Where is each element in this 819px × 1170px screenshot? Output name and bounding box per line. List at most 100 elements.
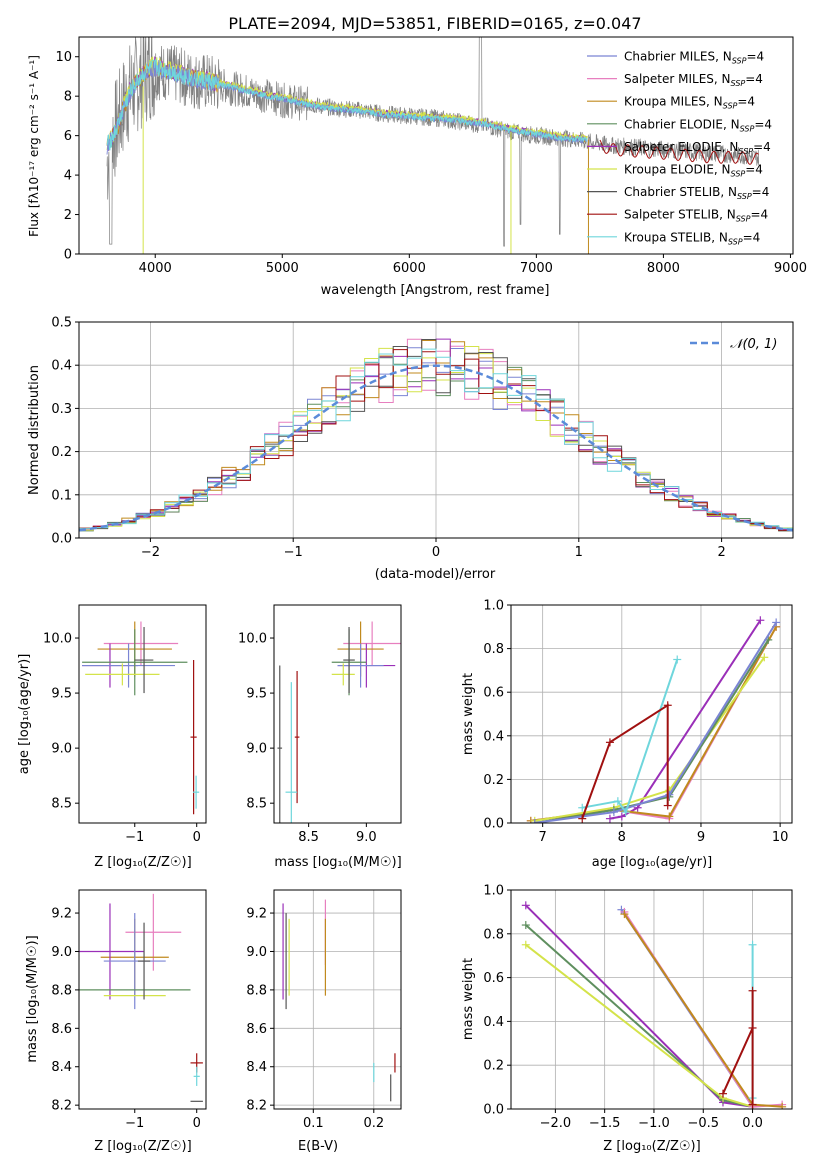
mass-weight-line [581,703,669,819]
x-tick-label: 6000 [393,261,426,276]
y-tick-label: 0.5 [51,316,72,331]
y-tick-label: 1.0 [483,884,504,899]
plot-clip-group [277,621,401,823]
x-tick-label: 9000 [774,261,807,276]
y-tick-label: 10 [55,50,72,65]
y-tick-label: 0.8 [483,642,504,657]
x-tick-label: 0 [432,545,440,560]
spectrum-legend: Chabrier MILES, NSSP=4 Salpeter MILES, NS… [587,50,772,246]
y-tick-label: 8.2 [246,1099,267,1114]
y-tick-label: 0 [64,248,72,263]
legend-label: Salpeter MILES, NSSP=4 [624,72,763,88]
legend-label: Kroupa ELODIE, NSSP=4 [624,163,763,179]
stelib-spectrum [599,139,759,165]
massweight-vs-age-panel: 7 8 9 10 0.0 0.2 0.4 0.6 0.8 1.0 age [log₁₀(age/y… [461,599,793,870]
x-tick-label: 2 [717,545,725,560]
axes-frame [78,604,207,824]
y-tick-label: 8.4 [246,1060,267,1075]
y-tick-label: 10.0 [238,632,267,647]
data-spectrum [106,37,760,247]
normal-curve [79,364,793,532]
y-tick-label: 0.4 [483,1015,504,1030]
age-vs-mass-xlabel: mass [log₁₀(M/M☉)] [274,855,401,870]
spectrum-panel: 4000 5000 6000 7000 8000 9000 0 2 4 6 8 10 waveleng… [27,36,807,298]
y-tick-label: 8.8 [51,983,72,998]
plot-clip-group [521,901,787,1109]
mass-vs-ebv-panel: 0.1 0.2 8.2 8.4 8.6 8.8 9.0 9.2 E(B-V) [246,889,402,1154]
x-tick-label: −1 [284,545,303,560]
y-tick-label: 9.0 [51,742,72,757]
normal-legend-label: 𝒩(0, 1) [730,337,777,352]
age-vs-z-ylabel: age [log₁₀(age/yr)] [17,654,32,775]
y-tick-label: 8.6 [51,1022,72,1037]
legend-label: Salpeter ELODIE, NSSP=4 [624,140,771,156]
y-tick-label: 6 [64,129,72,144]
x-tick-label: 0.2 [363,1116,384,1131]
age-vs-mass-plot-area: 8.5 9.0 8.5 9.0 9.5 10.0 [238,604,402,845]
residuals-xlabel: (data-model)/error [375,567,496,582]
massweight-vs-z-xlabel: Z [log₁₀(Z/Z☉)] [603,1139,700,1154]
axes-frame [273,889,402,1110]
legend-label: Kroupa STELIB, NSSP=4 [624,230,760,246]
plot-clip-group [79,338,793,532]
y-tick-label: 4 [64,169,72,184]
y-tick-label: 0.4 [483,729,504,744]
x-tick-label: 0 [193,1116,201,1131]
mass-vs-z-ylabel: mass [log₁₀(M/M☉)] [25,935,40,1062]
mass-weight-line [582,659,679,815]
mass-weight-line [534,656,766,822]
plot-clip-group [282,899,396,1102]
x-tick-label: −2 [141,545,160,560]
axes-frame [78,889,207,1110]
axes-frame [78,321,794,539]
axes-frame [273,604,402,824]
age-vs-z-xlabel: Z [log₁₀(Z/Z☉)] [94,855,191,870]
mass-vs-z-plot-area: −1 0 8.2 8.4 8.6 8.8 9.0 9.2 [51,889,207,1131]
plot-clip-group [79,893,203,1102]
massweight-vs-z-plot-area: −2.0 −1.5 −1.0 −0.5 0.0 0.0 0.2 0.4 0.6 0.8 1.0 [483,884,793,1131]
y-tick-label: 0.0 [483,1103,504,1118]
legend-label: Salpeter STELIB, NSSP=4 [624,208,768,224]
age-vs-z-plot-area: −1 0 8.5 9.0 9.5 10.0 [43,604,207,845]
y-tick-label: 9.0 [246,742,267,757]
residuals-legend: 𝒩(0, 1) [690,337,777,352]
mass-weight-line [530,626,778,822]
x-tick-label: 8.5 [298,830,319,845]
massweight-vs-z-ylabel: mass weight [461,958,476,1040]
x-tick-label: −1 [125,830,144,845]
y-tick-label: 8.4 [51,1060,72,1075]
y-tick-label: 8 [64,90,72,105]
plot-clip-group [82,621,200,815]
mass-weight-line [722,990,754,1105]
x-tick-label: 5000 [266,261,299,276]
figure-title: PLATE=2094, MJD=53851, FIBERID=0165, z=0… [228,14,641,33]
spectrum-plot-area: 4000 5000 6000 7000 8000 9000 0 2 4 6 8 10 [55,36,807,276]
age-vs-mass-panel: 8.5 9.0 8.5 9.0 9.5 10.0 mass [log₁₀(M/M☉)] [238,604,402,870]
axes-frame [510,604,793,824]
mass-weight-line [525,924,753,1108]
y-tick-label: 9.5 [51,687,72,702]
mass-weight-line [534,621,778,823]
x-tick-label: 7 [539,830,547,845]
y-tick-label: 2 [64,208,72,223]
spectrum-xlabel: wavelength [Angstrom, rest frame] [321,283,550,298]
y-tick-label: 1.0 [483,599,504,614]
massweight-vs-age-plot-area: 7 8 9 10 0.0 0.2 0.4 0.6 0.8 1.0 [483,599,793,845]
y-tick-label: 0.1 [51,488,72,503]
x-tick-label: 10 [772,830,789,845]
mass-weight-line [530,626,778,822]
axes-frame [510,889,793,1110]
x-tick-label: −1 [125,1116,144,1131]
x-tick-label: −1.0 [638,1116,670,1131]
y-tick-label: 0.0 [51,532,72,547]
x-tick-label: 0.1 [303,1116,324,1131]
y-tick-label: 0.2 [483,1059,504,1074]
y-tick-label: 9.5 [246,687,267,702]
y-tick-label: 10.0 [43,632,72,647]
x-tick-label: 0 [193,830,201,845]
mass-vs-z-xlabel: Z [log₁₀(Z/Z☉)] [94,1139,191,1154]
massweight-vs-age-ylabel: mass weight [461,673,476,755]
residuals-panel: −2 −1 0 1 2 0.0 0.1 0.2 0.3 0.4 0.5 (data-model)/e… [27,316,794,582]
y-tick-label: 9.2 [51,907,72,922]
